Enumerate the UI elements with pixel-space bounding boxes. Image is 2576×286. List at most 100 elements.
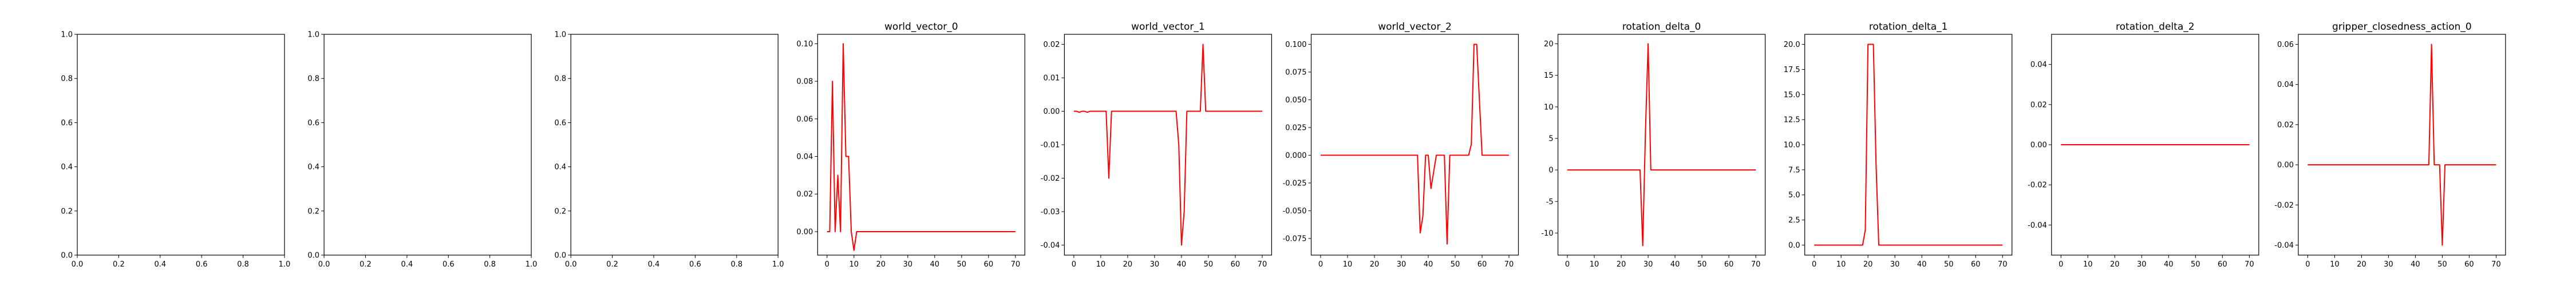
x-tick-label: 20 — [1123, 260, 1133, 269]
chart-title: rotation_delta_0 — [1622, 21, 1701, 33]
y-tick-label: 0.02 — [796, 190, 813, 199]
axes-frame — [2051, 34, 2259, 256]
chart-panel: world_vector_1 0 10 20 30 40 50 60 70 -0.04 -0.03 -… — [1041, 21, 1273, 269]
x-tick-label: 70 — [1504, 260, 1514, 269]
x-tick-label: 0 — [1565, 260, 1570, 269]
y-tick-label: 20 — [1544, 40, 1554, 49]
x-tick-label: 60 — [1971, 260, 1981, 269]
x-tick-label: 60 — [984, 260, 994, 269]
x-tick-label: 0 — [2305, 260, 2310, 269]
y-tick-label: 0.08 — [796, 78, 813, 86]
y-tick-label: 0.0 — [1788, 241, 1800, 250]
chart-title: world_vector_1 — [1131, 21, 1205, 33]
x-tick-label: 0 — [1072, 260, 1076, 269]
y-tick-label: 15.0 — [1784, 91, 1800, 100]
series-line — [1320, 43, 1510, 245]
y-tick-label: 0.4 — [555, 163, 567, 172]
y-tick-label: 0.4 — [61, 163, 73, 172]
y-tick-label: -0.02 — [2274, 201, 2294, 210]
y-tick-label: -0.04 — [1041, 241, 1060, 250]
x-tick-label: 10 — [1096, 260, 1106, 269]
y-tick-label: 0.06 — [796, 115, 813, 124]
series-line — [1073, 43, 1262, 246]
x-tick-label: 0 — [825, 260, 829, 269]
x-tick-label: 60 — [1477, 260, 1487, 269]
series-line — [827, 43, 1016, 251]
y-tick-label: -0.025 — [1283, 179, 1307, 188]
y-tick-label: 5.0 — [1788, 191, 1800, 200]
x-tick-label: 50 — [1944, 260, 1954, 269]
axes-frame — [817, 34, 1025, 256]
x-tick-label: 30 — [903, 260, 913, 269]
y-tick-label: -0.04 — [2028, 221, 2047, 230]
chart-panel: world_vector_0 0 10 20 30 40 50 60 70 0.00 0.02 0.0… — [796, 21, 1025, 269]
y-tick-label: -10 — [1541, 229, 1553, 238]
series-line — [1567, 43, 1756, 247]
y-tick-label: -0.075 — [1283, 235, 1307, 243]
y-tick-label: 0.6 — [307, 119, 319, 128]
x-tick-label: 0.8 — [237, 260, 249, 269]
y-tick-label: 0.8 — [61, 75, 73, 84]
y-tick-label: 0 — [1548, 166, 1553, 175]
x-tick-label: 50 — [1451, 260, 1460, 269]
y-tick-label: 0.8 — [307, 75, 319, 84]
chart-title: gripper_closedness_action_0 — [2332, 21, 2472, 33]
x-tick-label: 70 — [1998, 260, 2008, 269]
y-tick-label: 2.5 — [1788, 216, 1800, 225]
x-tick-label: 60 — [2218, 260, 2227, 269]
x-tick-label: 40 — [1670, 260, 1680, 269]
y-tick-label: 0.000 — [1285, 152, 1306, 160]
y-tick-label: 0.2 — [61, 207, 73, 216]
x-tick-label: 30 — [1890, 260, 1900, 269]
x-tick-label: 0.4 — [648, 260, 660, 269]
axes-frame — [323, 34, 532, 256]
axes-frame — [1804, 34, 2013, 256]
chart-panel: gripper_closedness_action_0 0 10 20 30 40 50 60… — [2274, 21, 2506, 269]
x-tick-label: 40 — [930, 260, 940, 269]
x-tick-label: 0.0 — [72, 260, 84, 269]
y-tick-label: 0.2 — [307, 207, 319, 216]
chart-panel: rotation_delta_0 0 10 20 30 40 50 60 70 -10 -5 0 5 10… — [1541, 21, 1766, 269]
x-tick-label: 0 — [1318, 260, 1323, 269]
chart-panel: 0.0 0.2 0.4 0.6 0.8 1.0 0.0 0.2 0.4 0.6 0.8 1.0 — [555, 31, 784, 269]
x-tick-label: 0.6 — [689, 260, 701, 269]
x-tick-label: 0.8 — [730, 260, 742, 269]
x-tick-label: 10 — [2330, 260, 2340, 269]
x-tick-label: 70 — [2491, 260, 2501, 269]
axes-frame — [2298, 34, 2506, 256]
chart-title: rotation_delta_1 — [1869, 21, 1948, 33]
x-tick-label: 70 — [1258, 260, 1267, 269]
x-tick-label: 1.0 — [526, 260, 538, 269]
x-tick-label: 70 — [2245, 260, 2254, 269]
chart-title: world_vector_0 — [884, 21, 958, 33]
y-tick-label: -0.02 — [1041, 174, 1060, 183]
x-tick-label: 0.4 — [401, 260, 413, 269]
y-tick-label: -0.02 — [2028, 181, 2047, 190]
x-tick-label: 0.8 — [484, 260, 496, 269]
x-tick-label: 0.4 — [154, 260, 166, 269]
y-tick-label: 10.0 — [1784, 141, 1800, 150]
y-tick-label: 0.00 — [2030, 141, 2047, 150]
chart-panel: 0.0 0.2 0.4 0.6 0.8 1.0 0.0 0.2 0.4 0.6 0.8 1.0 — [307, 31, 537, 269]
y-tick-label: 1.0 — [307, 31, 319, 39]
x-tick-label: 70 — [1751, 260, 1761, 269]
x-tick-label: 50 — [2437, 260, 2447, 269]
y-tick-label: 15 — [1544, 72, 1554, 80]
x-tick-label: 40 — [2411, 260, 2420, 269]
x-tick-label: 60 — [1724, 260, 1734, 269]
y-tick-label: 0.04 — [796, 153, 813, 161]
chart-panel: 0.0 0.2 0.4 0.6 0.8 1.0 0.0 0.2 0.4 0.6 0.8 1.0 — [61, 31, 290, 269]
y-tick-label: 20.0 — [1784, 41, 1800, 49]
x-tick-label: 40 — [2164, 260, 2174, 269]
axes-frame — [1310, 34, 1519, 256]
y-tick-label: 0.10 — [796, 40, 813, 49]
series-line — [2308, 43, 2496, 246]
x-tick-label: 0.0 — [318, 260, 330, 269]
y-tick-label: 0.06 — [2277, 41, 2294, 49]
y-tick-label: 0.00 — [2277, 161, 2294, 170]
x-tick-label: 10 — [1343, 260, 1353, 269]
x-tick-label: 10 — [849, 260, 859, 269]
x-tick-label: 10 — [1836, 260, 1846, 269]
